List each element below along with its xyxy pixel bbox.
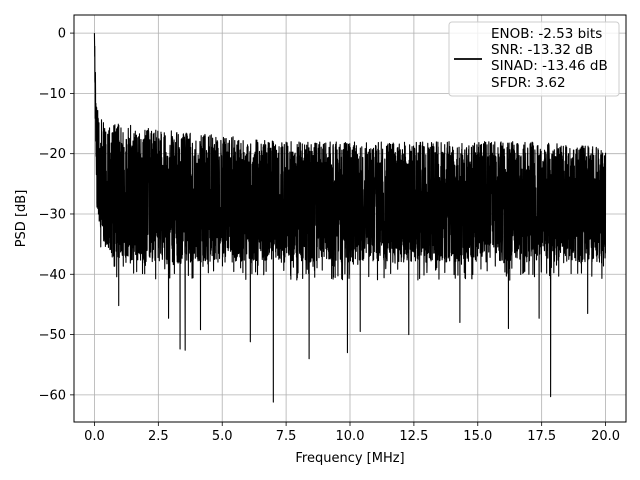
- y-tick-label: −10: [39, 87, 66, 102]
- x-tick-label: 7.5: [276, 429, 297, 444]
- y-axis-label: PSD [dB]: [14, 190, 29, 248]
- x-axis-label: Frequency [MHz]: [295, 451, 404, 466]
- x-tick-label: 15.0: [463, 429, 492, 444]
- legend-text-sinad: SINAD: -13.46 dB: [491, 58, 608, 74]
- y-tick-label: −40: [39, 268, 66, 283]
- x-tick-label: 0.0: [84, 429, 105, 444]
- x-tick-label: 20.0: [591, 429, 620, 444]
- y-tick-label: −30: [39, 207, 66, 222]
- y-tick-label: 0: [58, 27, 66, 42]
- x-tick-label: 10.0: [336, 429, 365, 444]
- x-tick-label: 2.5: [148, 429, 169, 444]
- psd-line: [93, 33, 607, 403]
- psd-series: [93, 33, 607, 403]
- legend-text-sfdr: SFDR: 3.62: [491, 75, 566, 91]
- x-tick-label: 17.5: [527, 429, 556, 444]
- legend-text-enob: ENOB: -2.53 bits: [491, 26, 602, 42]
- legend-box: [448, 21, 620, 97]
- x-tick-label: 5.0: [212, 429, 233, 444]
- x-tick-label: 12.5: [399, 429, 428, 444]
- y-tick-label: −50: [39, 328, 66, 343]
- legend-text-snr: SNR: -13.32 dB: [491, 42, 593, 58]
- y-axis-ticks: 0 −10 −20 −30 −40 −50 −60: [39, 27, 74, 403]
- legend: ENOB: -2.53 bits SNR: -13.32 dB SINAD: -…: [448, 21, 620, 97]
- y-tick-label: −60: [39, 388, 66, 403]
- y-tick-label: −20: [39, 147, 66, 162]
- x-axis-ticks: 0.0 2.5 5.0 7.5 10.0 12.5 15.0 17.5 20.0: [84, 422, 620, 444]
